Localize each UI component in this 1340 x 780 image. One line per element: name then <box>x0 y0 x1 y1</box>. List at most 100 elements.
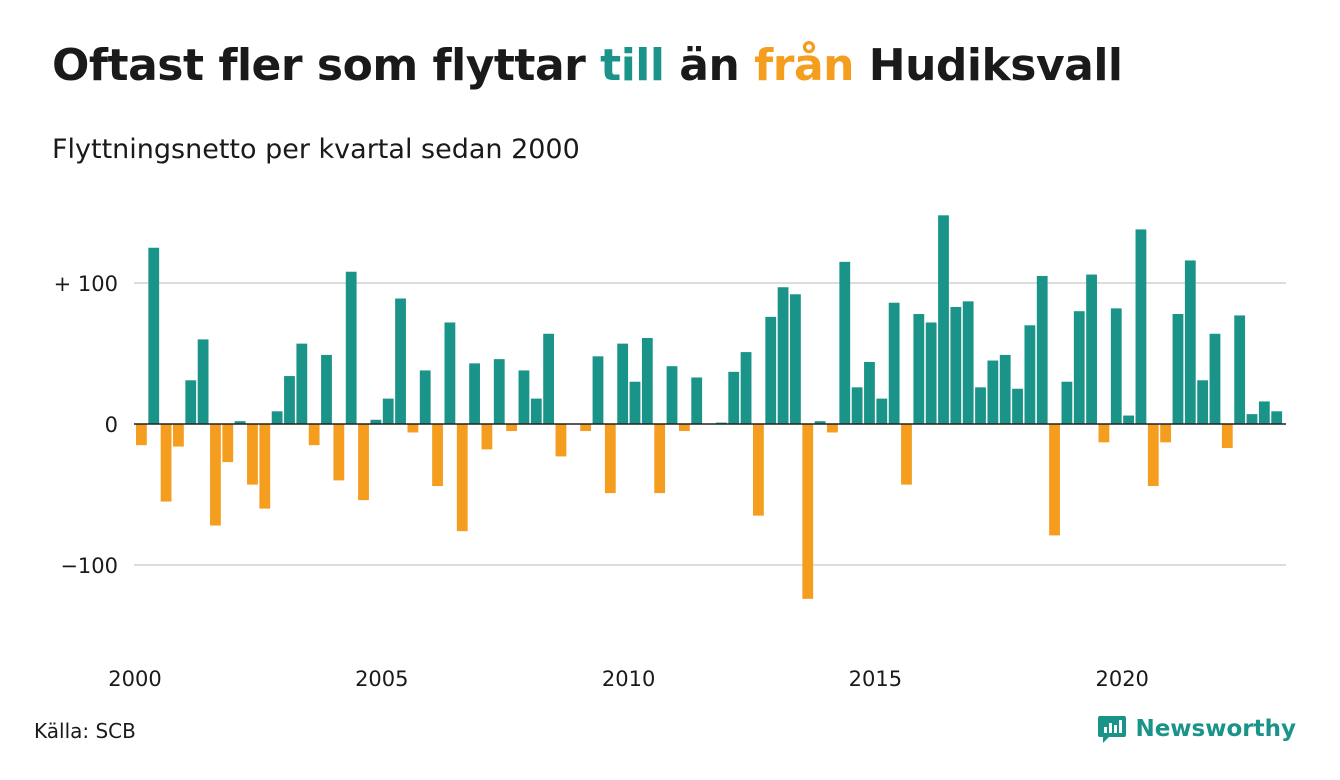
bar <box>1234 315 1246 424</box>
bar <box>284 376 295 424</box>
bar <box>1172 314 1184 424</box>
bar <box>802 424 814 599</box>
bar <box>1086 274 1097 424</box>
bar <box>370 419 382 424</box>
bar <box>469 363 480 424</box>
bar <box>814 421 826 424</box>
title-part-1: Oftast fler som flyttar <box>52 40 601 91</box>
bar <box>728 371 740 424</box>
chart-subtitle: Flyttningsnetto per kvartal sedan 2000 <box>52 134 580 165</box>
bar <box>432 424 443 487</box>
bar <box>321 354 332 424</box>
bar <box>1147 424 1159 487</box>
x-tick-label: 2015 <box>849 667 902 691</box>
bar <box>555 424 567 457</box>
bar <box>999 354 1011 424</box>
bar <box>197 339 209 424</box>
bar <box>1209 333 1221 424</box>
brand-logo: Newsworthy <box>1097 714 1296 744</box>
bar <box>382 398 394 424</box>
bar <box>543 333 555 424</box>
bar <box>1221 424 1233 448</box>
bar <box>407 424 419 433</box>
bar <box>962 301 974 424</box>
bar <box>678 424 690 432</box>
bar <box>617 343 629 424</box>
bar <box>395 298 406 424</box>
brand-name: Newsworthy <box>1135 716 1296 742</box>
bar <box>247 424 258 485</box>
bar <box>1246 414 1258 424</box>
bar <box>160 424 172 502</box>
bar <box>333 424 345 481</box>
bar <box>530 398 542 424</box>
bar <box>222 424 234 463</box>
bar <box>629 381 641 424</box>
bar <box>419 370 431 424</box>
title-highlight-out: från <box>754 40 854 91</box>
bar <box>518 370 530 424</box>
x-tick-label: 2000 <box>108 667 161 691</box>
bar <box>691 377 703 424</box>
x-axis-ticks: 2000 2005 2010 2015 2020 <box>108 667 1149 691</box>
bar <box>641 337 653 424</box>
y-tick-label: + 100 <box>54 272 118 296</box>
bar <box>740 352 752 424</box>
bar <box>938 215 949 424</box>
bar <box>777 287 789 424</box>
bar <box>1049 424 1060 536</box>
bar <box>308 424 320 446</box>
bar <box>888 302 900 424</box>
bar-chart: + 100 0 −100 2000 2005 2010 2015 2020 <box>54 215 1286 691</box>
bar <box>925 322 937 424</box>
bars <box>136 215 1283 599</box>
bar <box>851 387 863 424</box>
bar <box>580 424 592 432</box>
bar <box>1123 415 1134 424</box>
x-tick-label: 2005 <box>355 667 408 691</box>
bar <box>173 424 184 447</box>
bar <box>493 359 505 424</box>
bar <box>210 424 221 526</box>
bar <box>136 424 147 446</box>
x-tick-label: 2020 <box>1095 667 1148 691</box>
bar <box>592 356 604 424</box>
bar <box>827 424 838 433</box>
chart-title: Oftast fler som flyttar till än från Hud… <box>52 40 1123 91</box>
bar <box>296 343 308 424</box>
bar <box>1160 424 1172 443</box>
newsworthy-chart-bubble-icon <box>1098 716 1127 743</box>
bar <box>987 360 999 424</box>
bar <box>975 387 986 424</box>
title-part-3: Hudiksvall <box>853 40 1123 91</box>
bar <box>1258 401 1270 424</box>
bar <box>1110 308 1122 424</box>
bar <box>876 398 888 424</box>
title-part-2: än <box>664 40 755 91</box>
bar <box>1061 381 1073 424</box>
bar <box>666 366 678 424</box>
bar <box>456 424 468 532</box>
bar <box>345 271 357 424</box>
x-tick-label: 2010 <box>602 667 655 691</box>
bar <box>950 306 962 424</box>
y-tick-label: −100 <box>60 554 118 578</box>
bar <box>358 424 369 501</box>
bar <box>1098 424 1110 443</box>
bar <box>913 314 925 424</box>
y-tick-label: 0 <box>105 413 118 437</box>
bar <box>234 421 246 424</box>
bar <box>185 380 197 424</box>
bar <box>753 424 764 516</box>
bar <box>901 424 912 485</box>
bar <box>259 424 271 509</box>
bar <box>444 322 456 424</box>
bar <box>790 294 801 424</box>
bar <box>654 424 666 494</box>
bar <box>481 424 493 450</box>
bar <box>1184 260 1196 424</box>
bar <box>148 247 160 424</box>
source-note: Källa: SCB <box>34 719 136 743</box>
bar <box>1012 388 1023 424</box>
bar <box>839 261 851 424</box>
